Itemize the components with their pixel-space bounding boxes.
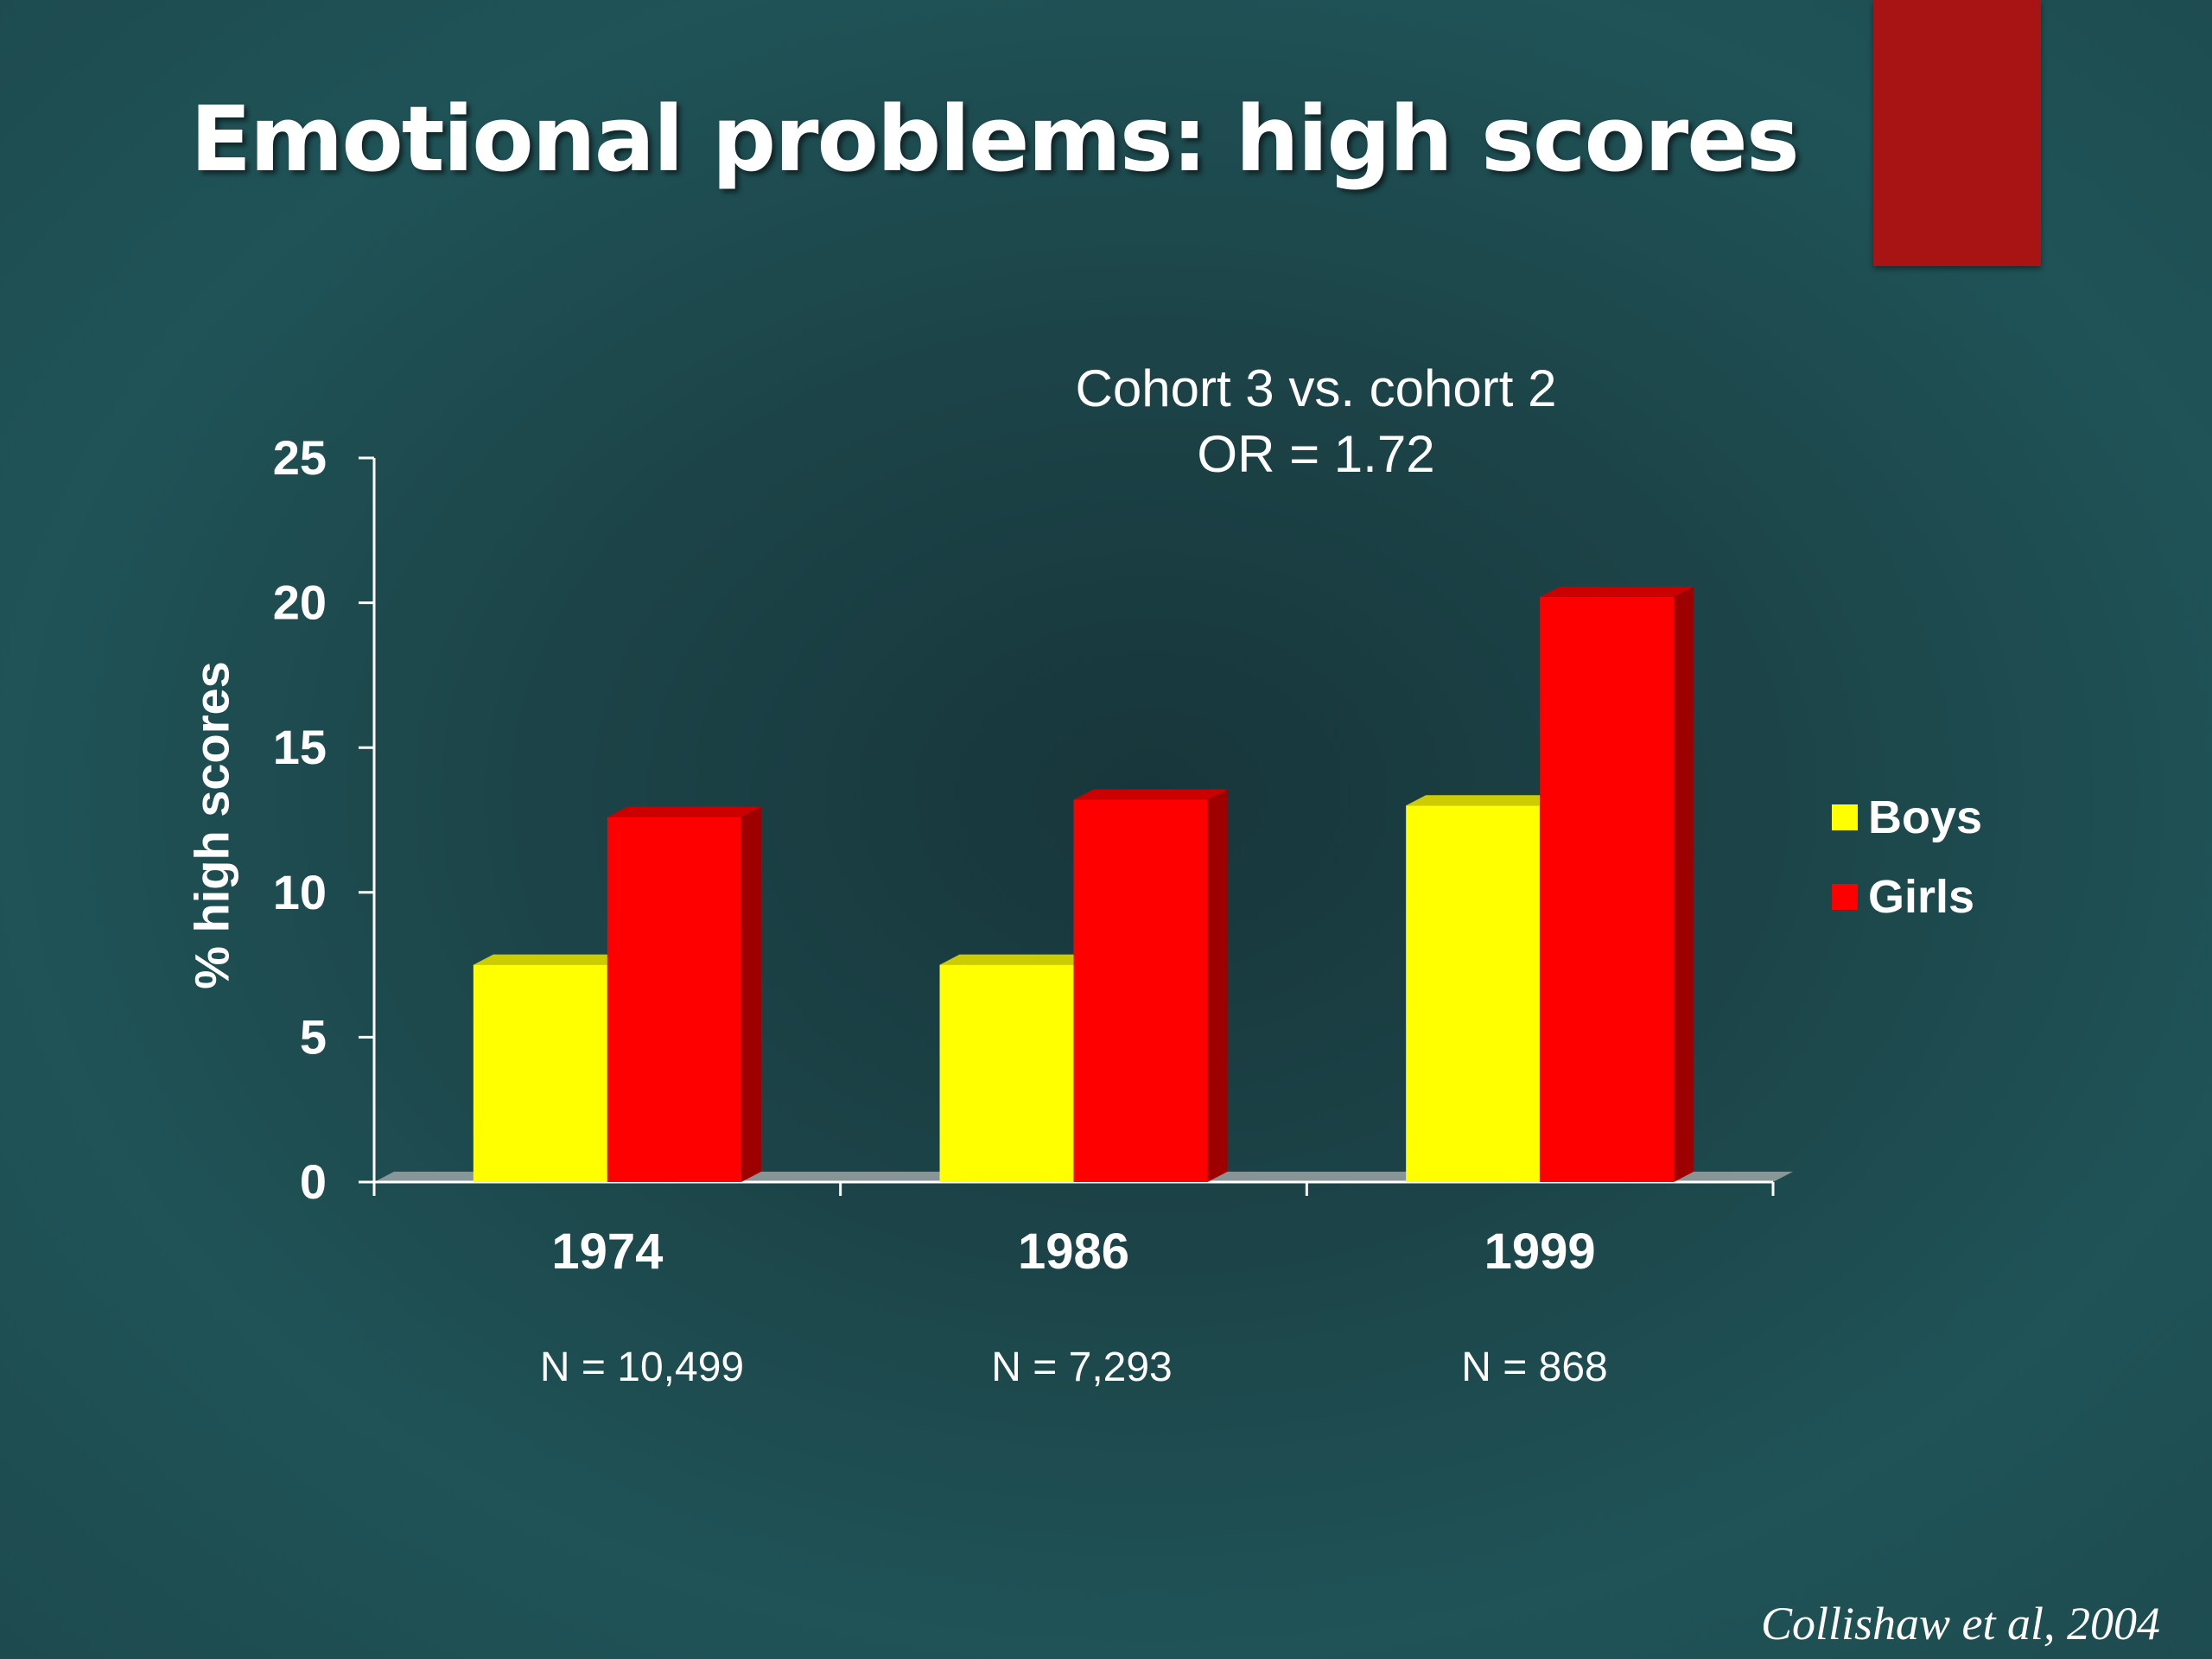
x-tick-label-1999: 1999: [1484, 1224, 1596, 1280]
legend-label-girls: Girls: [1868, 871, 1975, 923]
sample-size-1974: N = 10,499: [539, 1344, 745, 1390]
bar-girls-1974: [607, 817, 741, 1182]
bar-girls-1986: [1073, 799, 1208, 1182]
y-tick-label: 25: [273, 430, 327, 485]
bar-boys-1986-top: [939, 954, 1094, 965]
legend-item-girls: Girls: [1832, 857, 1982, 937]
legend-label-boys: Boys: [1868, 791, 1983, 843]
accent-bar: [1873, 0, 2041, 266]
bar-girls-1999-side: [1674, 586, 1694, 1182]
bar-boys-1986: [939, 964, 1074, 1182]
legend-swatch-boys: [1832, 804, 1858, 830]
bar-girls-1974-top: [607, 806, 761, 817]
slide-title: Emotional problems: high scores: [190, 86, 1800, 192]
y-tick-label: 10: [273, 865, 327, 919]
legend: Boys Girls: [1832, 778, 1982, 937]
bar-girls-1999: [1540, 596, 1675, 1182]
source-citation: Collishaw et al, 2004: [1760, 1598, 2160, 1649]
x-tick-label-1986: 1986: [1018, 1224, 1129, 1280]
y-tick-label: 15: [273, 720, 327, 774]
y-tick-label: 0: [300, 1154, 327, 1209]
bar-boys-1999: [1406, 805, 1541, 1182]
bar-girls-1974-side: [741, 806, 761, 1182]
sample-size-1986: N = 7,293: [991, 1344, 1173, 1390]
legend-swatch-girls: [1832, 884, 1858, 910]
annotation-line-1: Cohort 3 vs. cohort 2: [1075, 359, 1557, 417]
sample-size-1999: N = 868: [1461, 1344, 1608, 1390]
odds-ratio-annotation: Cohort 3 vs. cohort 2 OR = 1.72: [970, 356, 1662, 487]
bar-boys-1974-top: [473, 954, 627, 965]
bar-girls-1986-side: [1207, 789, 1228, 1182]
bar-girls-1999-top: [1540, 586, 1694, 597]
x-tick-label-1974: 1974: [551, 1224, 663, 1280]
annotation-line-2: OR = 1.72: [1197, 425, 1435, 483]
bar-boys-1974: [473, 964, 607, 1182]
bar-boys-1999-top: [1406, 795, 1560, 806]
y-tick-label: 5: [300, 1009, 327, 1064]
bar-girls-1986-top: [1073, 789, 1228, 800]
y-tick-label: 20: [273, 575, 327, 630]
legend-item-boys: Boys: [1832, 778, 1982, 857]
